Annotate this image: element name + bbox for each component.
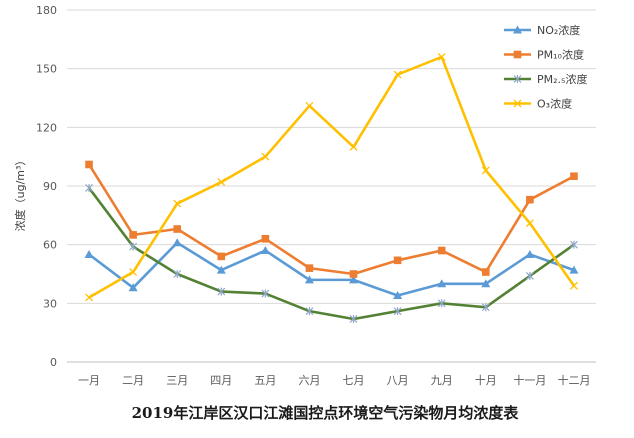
gridlines [67, 9, 596, 304]
x-tick-label: 四月 [210, 374, 232, 387]
chart-title: 2019年江岸区汉口江滩国控点环境空气污染物月均浓度表 [132, 404, 520, 422]
data-point [437, 279, 447, 288]
series-group [84, 52, 579, 323]
x-tick-label: 八月 [387, 374, 409, 387]
legend-label: PM₂.₅浓度 [537, 72, 587, 86]
series-1 [85, 160, 578, 278]
y-tick-label: 0 [50, 356, 57, 369]
y-tick-label: 30 [43, 297, 57, 310]
data-point [525, 249, 535, 258]
data-point [481, 303, 490, 312]
data-point [261, 235, 270, 243]
data-point [305, 101, 314, 110]
data-point [525, 219, 534, 228]
legend-item: O₃浓度 [504, 97, 572, 111]
y-tick-label: 180 [36, 4, 57, 17]
data-point [393, 70, 402, 79]
legend-item: PM₁₀浓度 [504, 48, 584, 62]
y-axis-ticks: 0 30 60 90 120 150 180 [36, 4, 57, 369]
data-point [305, 264, 314, 272]
data-point [173, 225, 182, 233]
data-point [217, 287, 226, 296]
data-point [349, 314, 358, 323]
legend-label: O₃浓度 [537, 97, 572, 111]
data-point [304, 275, 314, 284]
series-0 [84, 238, 579, 300]
legend-marker [513, 25, 522, 34]
data-point [85, 183, 93, 192]
data-point [569, 281, 578, 290]
data-point [393, 256, 402, 265]
x-tick-label: 六月 [298, 374, 320, 387]
y-tick-label: 90 [43, 180, 57, 193]
data-point [129, 268, 138, 277]
data-point [569, 265, 579, 274]
data-point [261, 289, 270, 298]
series-3 [85, 52, 578, 302]
data-point [173, 270, 182, 278]
x-tick-label: 二月 [122, 374, 144, 387]
data-point [437, 299, 446, 308]
y-tick-label: 120 [36, 121, 57, 134]
y-tick-label: 150 [36, 63, 57, 76]
x-tick-label: 五月 [254, 374, 276, 387]
x-tick-label: 一月 [78, 374, 100, 387]
x-tick-label: 十月 [475, 373, 497, 387]
x-tick-label: 十二月 [557, 373, 590, 387]
x-tick-label: 九月 [431, 374, 453, 387]
x-tick-label: 三月 [166, 374, 188, 387]
data-point [129, 242, 138, 251]
data-point [216, 265, 226, 274]
data-point [525, 271, 534, 280]
y-axis-label: 浓度（ug/m³） [13, 155, 27, 232]
series-line [88, 187, 575, 321]
data-point [349, 275, 359, 284]
data-point [393, 307, 402, 316]
data-point [128, 283, 138, 292]
data-point [217, 178, 226, 187]
data-point [570, 172, 578, 181]
data-point [526, 195, 534, 204]
x-tick-label: 七月 [343, 374, 365, 387]
data-point [305, 307, 314, 316]
legend-label: NO₂浓度 [537, 23, 580, 37]
data-point [393, 291, 403, 300]
data-point [437, 52, 446, 61]
data-point [85, 160, 93, 169]
legend-label: PM₁₀浓度 [537, 48, 584, 62]
series-line [88, 55, 576, 299]
data-point [84, 249, 94, 258]
data-point [129, 231, 137, 239]
y-tick-label: 60 [43, 239, 57, 252]
data-point [173, 199, 182, 208]
data-point [349, 270, 358, 278]
legend-item: PM₂.₅浓度 [504, 72, 587, 86]
data-point [481, 166, 490, 175]
series-line [88, 241, 575, 297]
data-point [481, 268, 490, 276]
data-point [260, 246, 270, 255]
x-axis-ticks: 一月 二月 三月 四月 五月 六月 七月 八月 九月 十月 十一月 十二月 [78, 373, 590, 387]
data-point [570, 240, 578, 249]
data-point [437, 246, 446, 255]
data-point [217, 252, 226, 261]
legend-marker [513, 99, 522, 108]
legend: NO₂浓度 PM₁₀浓度 PM₂.₅浓度 O₃浓度 [504, 23, 587, 111]
data-point [261, 152, 270, 161]
legend-marker [513, 50, 522, 59]
data-point [349, 142, 358, 151]
data-point [172, 238, 182, 247]
legend-marker [513, 75, 522, 83]
data-point [481, 279, 491, 288]
series-line [87, 163, 575, 276]
data-point [85, 293, 94, 302]
series-2 [85, 183, 578, 323]
legend-item: NO₂浓度 [504, 23, 580, 37]
x-tick-label: 十一月 [513, 373, 546, 387]
